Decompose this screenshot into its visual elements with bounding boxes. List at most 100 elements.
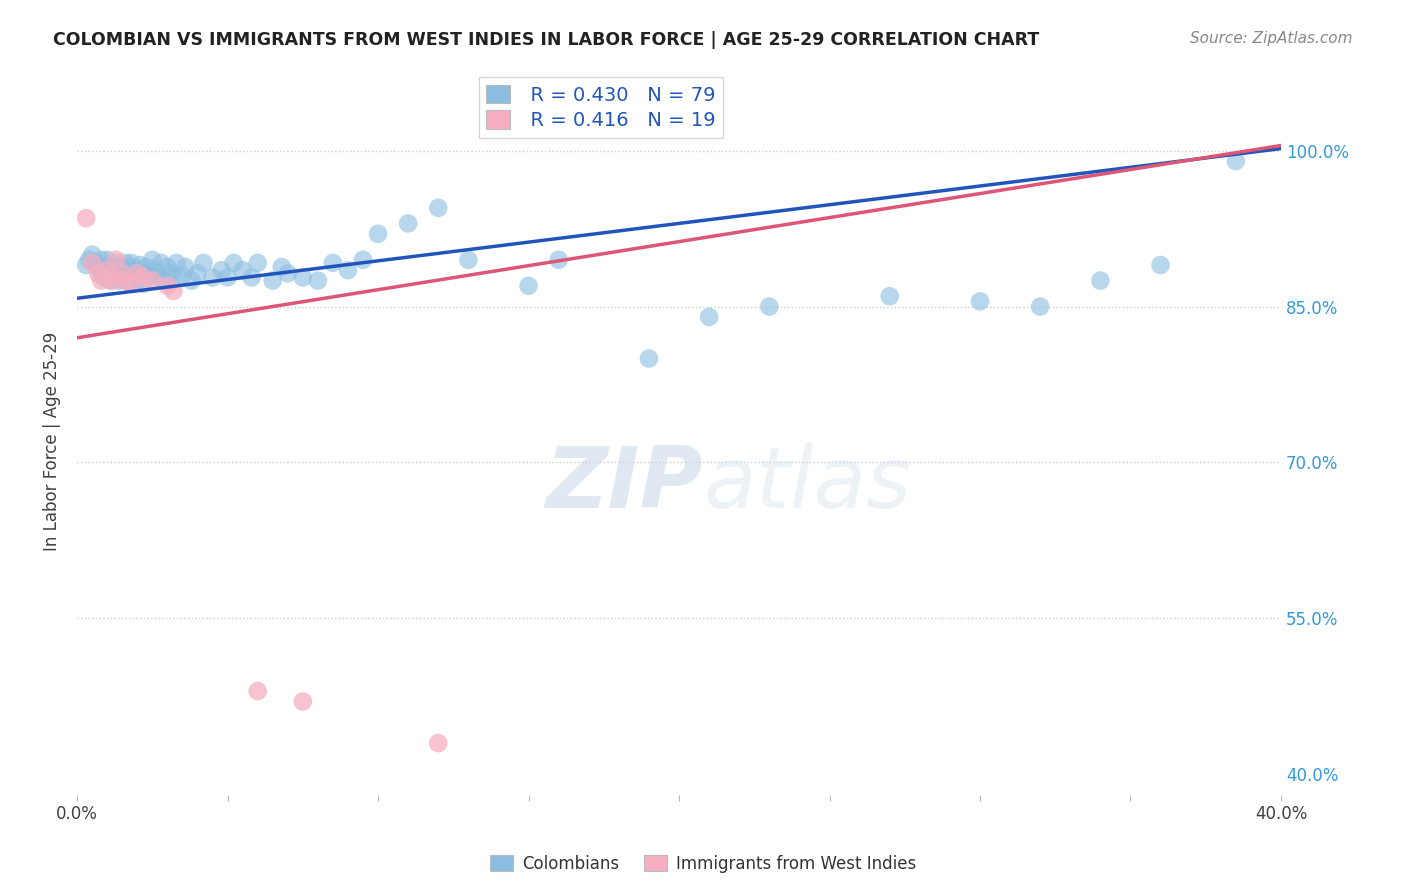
Point <box>240 270 263 285</box>
Point <box>291 270 314 285</box>
Point <box>90 274 112 288</box>
Point <box>222 256 245 270</box>
Point <box>75 211 97 226</box>
Point <box>87 266 110 280</box>
Point <box>93 270 115 285</box>
Point <box>84 256 107 270</box>
Point <box>96 252 118 267</box>
Point <box>105 252 128 267</box>
Point <box>105 256 128 270</box>
Y-axis label: In Labor Force | Age 25-29: In Labor Force | Age 25-29 <box>44 332 60 551</box>
Point <box>120 277 142 291</box>
Point <box>162 284 184 298</box>
Point <box>697 310 720 324</box>
Point <box>427 201 450 215</box>
Point <box>117 260 139 274</box>
Legend:   R = 0.430   N = 79,   R = 0.416   N = 19: R = 0.430 N = 79, R = 0.416 N = 19 <box>478 77 723 138</box>
Point <box>114 256 136 270</box>
Point <box>127 266 149 280</box>
Point <box>127 263 149 277</box>
Point <box>201 270 224 285</box>
Point <box>82 247 104 261</box>
Point <box>758 300 780 314</box>
Point <box>262 274 284 288</box>
Point <box>277 266 299 280</box>
Point <box>352 252 374 267</box>
Point <box>159 266 181 280</box>
Point <box>336 263 359 277</box>
Point <box>217 270 239 285</box>
Point <box>98 270 121 285</box>
Point <box>165 256 187 270</box>
Point <box>108 274 131 288</box>
Point <box>105 268 128 283</box>
Point <box>180 274 202 288</box>
Point <box>103 274 125 288</box>
Point <box>427 736 450 750</box>
Point <box>111 270 134 285</box>
Point <box>246 684 269 698</box>
Point <box>156 260 179 274</box>
Point <box>193 256 215 270</box>
Point <box>172 268 194 283</box>
Point <box>117 274 139 288</box>
Point <box>162 270 184 285</box>
Point <box>1225 154 1247 169</box>
Point <box>96 258 118 272</box>
Point <box>75 258 97 272</box>
Point <box>307 274 329 288</box>
Point <box>111 266 134 280</box>
Point <box>148 270 170 285</box>
Text: Source: ZipAtlas.com: Source: ZipAtlas.com <box>1189 31 1353 46</box>
Point <box>270 260 292 274</box>
Point <box>246 256 269 270</box>
Point <box>103 260 125 274</box>
Point <box>124 270 146 285</box>
Legend: Colombians, Immigrants from West Indies: Colombians, Immigrants from West Indies <box>484 848 922 880</box>
Point <box>82 256 104 270</box>
Point <box>547 252 569 267</box>
Point <box>396 216 419 230</box>
Point <box>90 252 112 267</box>
Point <box>638 351 661 366</box>
Point <box>132 266 155 280</box>
Point <box>291 694 314 708</box>
Point <box>517 278 540 293</box>
Point <box>98 274 121 288</box>
Point <box>111 260 134 274</box>
Text: atlas: atlas <box>703 442 911 525</box>
Point <box>93 263 115 277</box>
Point <box>143 263 166 277</box>
Point <box>135 260 157 274</box>
Point <box>127 274 149 288</box>
Point <box>132 277 155 291</box>
Point <box>1029 300 1052 314</box>
Point <box>98 266 121 280</box>
Point <box>129 258 152 272</box>
Text: ZIP: ZIP <box>546 442 703 525</box>
Point <box>87 260 110 274</box>
Point <box>120 266 142 280</box>
Point <box>90 266 112 280</box>
Point <box>367 227 389 241</box>
Point <box>322 256 344 270</box>
Point <box>457 252 479 267</box>
Point <box>120 256 142 270</box>
Point <box>211 263 233 277</box>
Point <box>186 266 208 280</box>
Point <box>156 278 179 293</box>
Point <box>114 274 136 288</box>
Point <box>108 263 131 277</box>
Point <box>232 263 254 277</box>
Point <box>77 252 100 267</box>
Point <box>141 252 163 267</box>
Point <box>153 274 176 288</box>
Text: COLOMBIAN VS IMMIGRANTS FROM WEST INDIES IN LABOR FORCE | AGE 25-29 CORRELATION : COLOMBIAN VS IMMIGRANTS FROM WEST INDIES… <box>53 31 1039 49</box>
Point <box>132 270 155 285</box>
Point <box>969 294 991 309</box>
Point <box>103 270 125 285</box>
Point <box>1090 274 1112 288</box>
Point <box>879 289 901 303</box>
Point <box>150 256 173 270</box>
Point <box>174 260 197 274</box>
